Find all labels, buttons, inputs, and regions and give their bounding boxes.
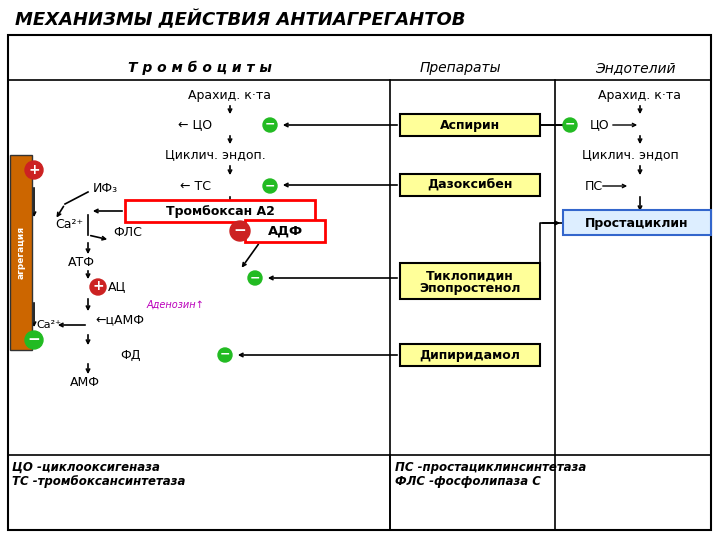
Text: Арахид. к·та: Арахид. к·та	[189, 89, 271, 102]
Text: Тиклопидин: Тиклопидин	[426, 269, 514, 282]
Circle shape	[263, 179, 277, 193]
Text: ФЛС: ФЛС	[113, 226, 142, 239]
Text: МЕХАНИЗМЫ ДЕЙСТВИЯ АНТИАГРЕГАНТОВ: МЕХАНИЗМЫ ДЕЙСТВИЯ АНТИАГРЕГАНТОВ	[15, 10, 466, 30]
Text: Арахид. к·та: Арахид. к·та	[598, 89, 682, 102]
Text: Аспирин: Аспирин	[440, 118, 500, 132]
Text: ПС -простациклинсинтетаза: ПС -простациклинсинтетаза	[395, 461, 586, 474]
Text: −: −	[233, 223, 246, 238]
Text: ← ТС: ← ТС	[179, 179, 210, 192]
Text: ЦО -циклооксигеназа: ЦО -циклооксигеназа	[12, 461, 160, 474]
Bar	[10, 155, 32, 350]
Text: ФД: ФД	[120, 348, 140, 361]
Bar	[245, 220, 325, 242]
Circle shape	[263, 118, 277, 132]
Text: АМФ: АМФ	[70, 376, 100, 389]
Text: Циклич. эндоп.: Циклич. эндоп.	[165, 148, 266, 161]
Bar	[400, 114, 540, 136]
Text: АЦ: АЦ	[108, 280, 126, 294]
Text: ТС -тромбоксансинтетаза: ТС -тромбоксансинтетаза	[12, 476, 185, 489]
Circle shape	[230, 221, 250, 241]
Text: Аденозин↑: Аденозин↑	[146, 300, 204, 310]
Text: −: −	[27, 332, 40, 347]
Text: Простациклин: Простациклин	[585, 217, 689, 230]
Text: Циклич. эндоп: Циклич. эндоп	[582, 148, 678, 161]
Text: Са²⁺: Са²⁺	[55, 219, 83, 232]
Text: +: +	[92, 280, 104, 294]
Text: ← ЦО: ← ЦО	[178, 118, 212, 132]
Text: ФЛС -фосфолипаза С: ФЛС -фосфолипаза С	[395, 476, 541, 489]
Bar	[400, 263, 540, 299]
Text: АДФ: АДФ	[267, 225, 302, 238]
Circle shape	[25, 161, 43, 179]
Circle shape	[248, 271, 262, 285]
Text: −: −	[564, 118, 575, 131]
Text: ←цАМФ: ←цАМФ	[95, 314, 144, 327]
Bar	[400, 344, 540, 366]
Text: −: −	[250, 271, 260, 284]
Circle shape	[25, 331, 43, 349]
Text: Са²⁺: Са²⁺	[36, 320, 61, 330]
Text: Эндотелий: Эндотелий	[595, 61, 675, 75]
Text: −: −	[265, 179, 275, 192]
Bar	[400, 174, 540, 196]
Text: Эпопростенол: Эпопростенол	[419, 282, 521, 295]
Text: Дазоксибен: Дазоксибен	[427, 179, 513, 192]
Text: Препараты: Препараты	[419, 61, 501, 75]
Circle shape	[90, 279, 106, 295]
Bar	[563, 210, 711, 235]
Bar	[125, 200, 315, 222]
Text: −: −	[220, 348, 230, 361]
Text: Тромбоксан А2: Тромбоксан А2	[166, 205, 274, 218]
Text: Дипиридамол: Дипиридамол	[420, 348, 521, 361]
Text: Т р о м б о ц и т ы: Т р о м б о ц и т ы	[128, 61, 272, 75]
Text: ПС: ПС	[585, 179, 603, 192]
Text: ИФ₃: ИФ₃	[93, 181, 118, 194]
Circle shape	[563, 118, 577, 132]
Circle shape	[218, 348, 232, 362]
Text: АТФ: АТФ	[68, 255, 95, 268]
Text: −: −	[265, 118, 275, 131]
Text: ЦО: ЦО	[590, 118, 610, 132]
Text: +: +	[28, 163, 40, 177]
Text: агрегация: агрегация	[17, 226, 25, 279]
